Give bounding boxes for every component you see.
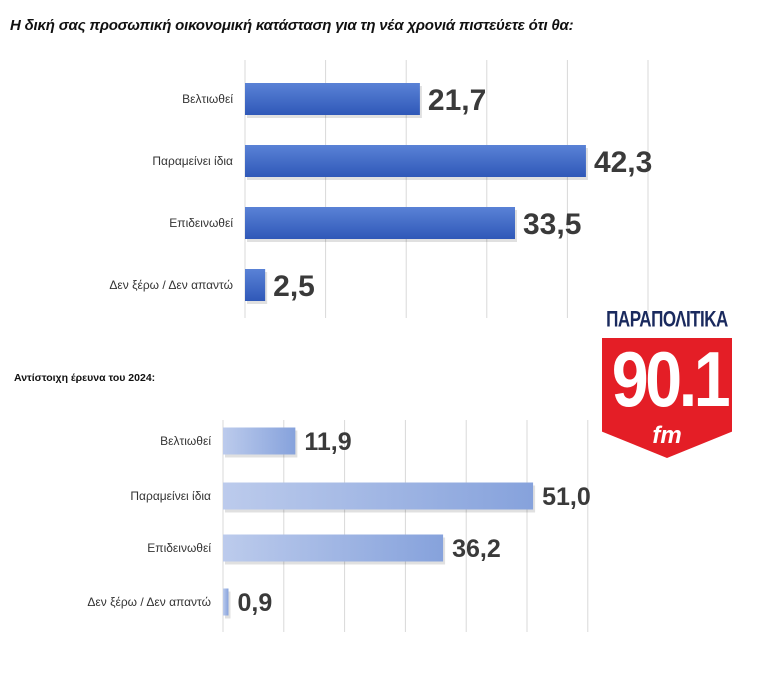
data-label: 21,7 [428, 84, 486, 117]
category-label: Παραμείνει ίδια [130, 489, 211, 503]
bar [223, 482, 534, 510]
chart-current: Βελτιωθεί 21,7 Παραμείνει ίδια 42,3 Επιδεινω… [109, 60, 652, 318]
data-label: 33,5 [523, 208, 581, 241]
bar [245, 269, 266, 301]
bar [245, 145, 586, 177]
category-label: Δεν ξέρω / Δεν απαντώ [109, 278, 233, 292]
chart-title: Η δική σας προσωπική οικονομική κατάστασ… [10, 17, 574, 34]
parapolitika-logo: ΠΑΡΑΠΟΛΙΤΙΚΑ 90.1 fm [597, 307, 737, 458]
logo-frequency: 90.1 [611, 335, 731, 423]
category-label: Βελτιωθεί [182, 92, 233, 106]
bar [223, 588, 229, 616]
category-label: Επιδεινωθεί [169, 216, 233, 230]
logo-band: fm [652, 422, 682, 449]
bar [223, 534, 444, 562]
chart-subtitle-2024: Αντίστοιχη έρευνα του 2024: [14, 372, 156, 384]
bar [245, 207, 516, 239]
logo-shield: 90.1 fm [602, 338, 732, 458]
bar [223, 427, 296, 455]
data-label: 2,5 [273, 270, 315, 303]
logo-brand: ΠΑΡΑΠΟΛΙΤΙΚΑ [606, 307, 728, 332]
data-label: 36,2 [452, 535, 501, 563]
category-label: Επιδεινωθεί [147, 541, 211, 555]
category-label: Παραμείνει ίδια [152, 154, 233, 168]
category-label: Δεν ξέρω / Δεν απαντώ [87, 595, 211, 609]
chart-2024: Βελτιωθεί 11,9 Παραμείνει ίδια 51,0 Επιδεινω… [87, 420, 591, 632]
data-label: 0,9 [237, 589, 272, 617]
bar [245, 83, 420, 115]
category-label: Βελτιωθεί [160, 434, 211, 448]
data-label: 42,3 [594, 146, 652, 179]
data-label: 11,9 [304, 428, 351, 456]
data-label: 51,0 [542, 483, 591, 511]
